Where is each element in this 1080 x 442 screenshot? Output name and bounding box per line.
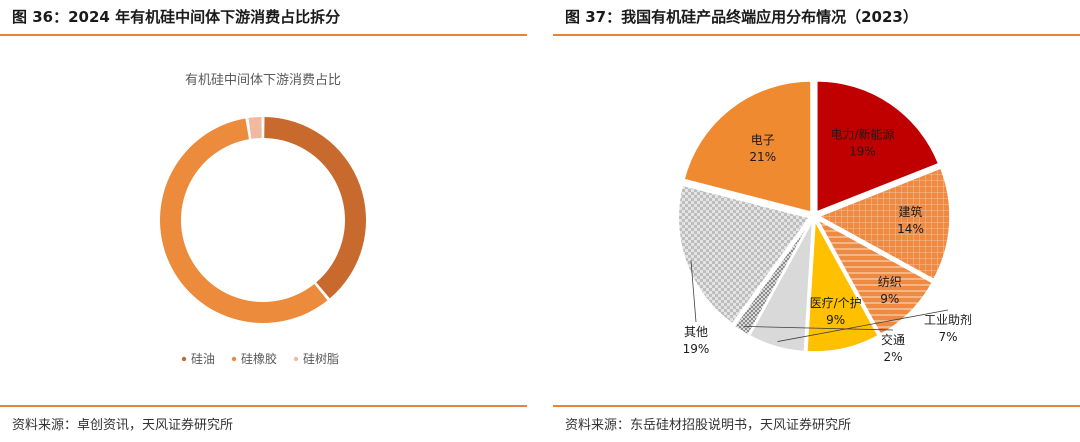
right-top-rule	[553, 34, 1080, 36]
pie-value-label-4: 7%	[938, 330, 957, 344]
donut-slice-1	[159, 118, 328, 323]
pie-label-1: 建筑	[899, 204, 923, 219]
pie-leader-5	[743, 326, 894, 331]
pie-leader-4	[777, 309, 949, 342]
pie-value-label-2: 9%	[880, 292, 899, 306]
donut-chart: 有机硅中间体下游消费占比 硅油 硅橡胶 硅树脂	[159, 73, 366, 366]
pie-value-label-0: 19%	[849, 145, 876, 159]
left-figure-title: 图 36：2024 年有机硅中间体下游消费占比拆分	[12, 8, 341, 26]
donut-chart-title: 有机硅中间体下游消费占比	[185, 73, 341, 88]
legend-marker-2	[293, 356, 299, 362]
legend-label-1: 硅橡胶	[241, 351, 277, 366]
pie-slice-0	[816, 80, 940, 213]
pie-slice-6	[677, 184, 811, 325]
pie-slice-4	[748, 220, 814, 353]
left-figure-panel: 图 36：2024 年有机硅中间体下游消费占比拆分 有机硅中间体下游消费占比 硅…	[0, 0, 527, 442]
legend-label-0: 硅油	[191, 352, 215, 366]
donut-slice-2	[248, 117, 262, 139]
pie-chart: 电力/新能源 19% 建筑 14% 纺织 9% 医疗/个护 9% 工业助剂 7% 交通 2% 其他 19%…	[677, 80, 972, 364]
pie-label-0: 电力/新能源	[830, 127, 894, 142]
pie-label-6: 其他	[684, 325, 708, 339]
legend-label-2: 硅树脂	[303, 351, 339, 366]
donut-slice-0	[264, 117, 366, 299]
pie-slices	[677, 80, 951, 353]
left-source-note: 资料来源：卓创资讯，天风证券研究所	[12, 418, 234, 433]
donut-legend: 硅油 硅橡胶 硅树脂	[181, 351, 339, 366]
right-source-note: 资料来源：东岳硅材招股说明书，天风证券研究所	[565, 418, 852, 433]
pie-label-5: 交通	[881, 332, 905, 347]
pie-slice-1	[817, 167, 951, 281]
pie-slice-7	[683, 80, 812, 214]
pie-slice-2	[815, 217, 934, 336]
pie-label-4: 工业助剂	[924, 312, 972, 327]
right-figure-title: 图 37：我国有机硅产品终端应用分布情况（2023）	[565, 8, 918, 26]
left-top-rule	[0, 34, 527, 36]
pie-leader-lines	[690, 260, 949, 342]
pie-value-label-5: 2%	[883, 350, 902, 364]
right-figure-panel: 图 37：我国有机硅产品终端应用分布情况（2023）	[553, 0, 1080, 442]
legend-marker-1	[231, 356, 237, 362]
pie-slice-3	[806, 218, 880, 353]
pie-leader-6	[690, 260, 697, 323]
pie-label-7: 电子	[751, 133, 775, 147]
legend-marker-0	[181, 356, 187, 362]
pie-label-3: 医疗/个护	[810, 296, 862, 310]
pie-value-label-3: 9%	[826, 313, 845, 327]
donut-slices	[159, 117, 366, 323]
pie-value-label-1: 14%	[897, 222, 924, 236]
pie-value-label-7: 21%	[749, 150, 776, 164]
left-bottom-rule	[0, 405, 527, 407]
pie-labels: 电力/新能源 19% 建筑 14% 纺织 9% 医疗/个护 9% 工业助剂 7% 交通 2% 其他 19%…	[683, 127, 972, 364]
pie-slice-5	[733, 219, 812, 337]
pie-label-2: 纺织	[878, 275, 902, 289]
right-bottom-rule	[553, 405, 1080, 407]
pie-value-label-6: 19%	[683, 342, 710, 356]
